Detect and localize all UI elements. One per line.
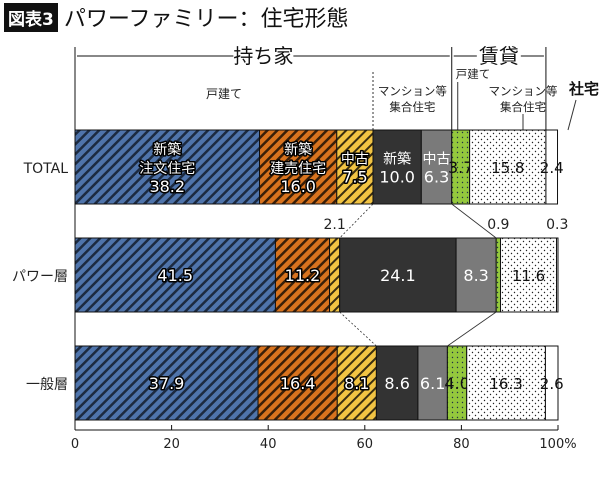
bar-segment xyxy=(417,345,448,421)
data-label: 16.4 xyxy=(280,374,316,393)
x-tick-label: 0 xyxy=(71,437,79,452)
subheader-owned-apartment: マンション等 xyxy=(378,84,447,98)
bar-segment xyxy=(372,129,422,205)
data-label: 24.1 xyxy=(380,266,416,285)
data-label: 10.0 xyxy=(379,168,415,187)
segment-label: 新築 xyxy=(383,152,411,168)
x-axis: 0 20 40 60 80 100% xyxy=(71,130,577,452)
group-label-owned: 持ち家 xyxy=(233,44,293,68)
subheader-rented-detached: 戸建て xyxy=(456,67,491,81)
data-label: 2.4 xyxy=(540,159,564,177)
data-label: 11.2 xyxy=(285,266,321,285)
data-label: 6.3 xyxy=(424,168,449,187)
data-label: 2.1 xyxy=(323,217,345,233)
data-label: 41.5 xyxy=(157,266,193,285)
bar-segment xyxy=(74,345,259,421)
leader-line xyxy=(567,99,577,131)
bars: TOTAL新築注文住宅38.2新築建売住宅16.0中古7.5新築10.0中古6.… xyxy=(12,129,568,421)
bar-segment xyxy=(545,129,559,205)
bar-segment xyxy=(469,129,547,205)
data-label: 2.6 xyxy=(540,375,564,393)
data-label: 38.2 xyxy=(149,177,185,196)
connector-line xyxy=(339,311,377,347)
bar-segment xyxy=(336,345,377,421)
segment-label: 中古 xyxy=(341,152,369,168)
bar-segment xyxy=(274,237,331,313)
x-tick-label: 40 xyxy=(260,437,277,452)
bar-segment xyxy=(74,129,261,205)
bar-segment xyxy=(466,345,546,421)
segment-label: 中古 xyxy=(423,152,451,168)
category-label: 一般層 xyxy=(26,377,68,393)
data-label: 16.0 xyxy=(280,177,316,196)
data-label: 4.0 xyxy=(444,374,469,393)
bar-segment xyxy=(329,237,341,313)
chart-title: 図表3 パワーファミリー：住宅形態 xyxy=(4,2,349,32)
bar-segment xyxy=(339,237,457,313)
title-text: パワーファミリー：住宅形態 xyxy=(63,7,349,32)
bar-segment xyxy=(375,345,419,421)
bar-segment xyxy=(257,345,338,421)
bar-segment xyxy=(495,237,502,313)
data-label: 8.6 xyxy=(384,374,409,393)
data-label: 11.6 xyxy=(512,267,545,285)
x-tick-label: 60 xyxy=(357,437,374,452)
segment-label: 新築 xyxy=(284,142,312,158)
x-tick-label: 100% xyxy=(539,437,576,452)
data-label: 0.9 xyxy=(487,217,509,233)
segment-label: 新築 xyxy=(153,142,181,158)
data-label: 37.9 xyxy=(149,374,185,393)
segment-label: 注文住宅 xyxy=(139,161,195,177)
subheader-owned-apartment: 集合住宅 xyxy=(389,100,435,114)
segment-label: 建売住宅 xyxy=(270,161,326,177)
label-bg xyxy=(233,44,294,66)
bar-segment xyxy=(544,345,559,421)
group-label-rented: 賃貸 xyxy=(479,44,519,68)
connector-line xyxy=(451,203,497,239)
subheader-company: 社宅 xyxy=(568,80,599,98)
data-label: 0.3 xyxy=(546,217,568,233)
subheader-owned-detached: 戸建て xyxy=(206,87,242,101)
bar-segment xyxy=(556,237,559,313)
data-label: 16.3 xyxy=(489,375,522,393)
data-label: 3.7 xyxy=(448,158,473,177)
category-label: パワー層 xyxy=(12,269,68,285)
subheader-rented-apartment: 集合住宅 xyxy=(500,100,546,114)
bar-segment xyxy=(420,129,453,205)
data-label: 15.8 xyxy=(491,159,524,177)
bar-segment xyxy=(455,237,497,313)
bar-segment xyxy=(336,129,374,205)
category-label: TOTAL xyxy=(23,161,69,177)
data-label: 8.3 xyxy=(463,266,488,285)
bar-segment xyxy=(259,129,338,205)
bar-segment xyxy=(74,237,276,313)
label-bg xyxy=(476,44,521,66)
x-tick-label: 80 xyxy=(453,437,470,452)
x-tick-label: 20 xyxy=(163,437,180,452)
bar-segment xyxy=(500,237,558,313)
data-label: 8.1 xyxy=(344,374,369,393)
data-label: 6.1 xyxy=(420,374,445,393)
connector-line xyxy=(447,311,497,347)
figure-badge: 図表3 xyxy=(4,2,58,32)
data-label: 7.5 xyxy=(342,168,367,187)
subheader-rented-apartment: マンション等 xyxy=(489,84,558,98)
